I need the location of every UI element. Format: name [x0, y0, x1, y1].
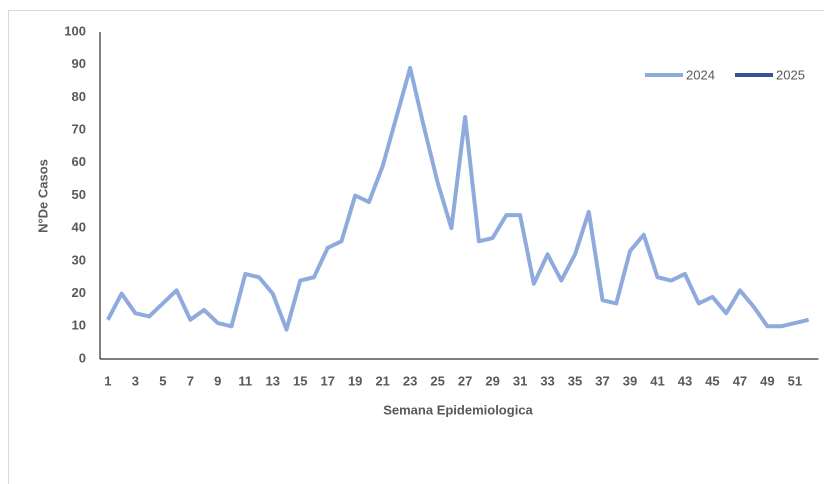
x-tick-label: 51 — [788, 373, 802, 388]
y-tick-label: 10 — [72, 318, 86, 333]
x-tick-label: 17 — [320, 373, 334, 388]
y-tick-label: 40 — [72, 220, 86, 235]
x-tick-label: 39 — [623, 373, 637, 388]
x-tick-label: 7 — [187, 373, 194, 388]
x-axis-label: Semana Epidemiologica — [383, 402, 533, 417]
x-tick-label: 27 — [458, 373, 472, 388]
y-tick-label: 60 — [72, 154, 86, 169]
x-tick-label: 29 — [485, 373, 499, 388]
x-tick-label: 31 — [513, 373, 527, 388]
y-tick-label: 50 — [72, 187, 86, 202]
y-axis-label: N°De Casos — [35, 159, 50, 233]
x-tick-label: 21 — [375, 373, 389, 388]
x-tick-label: 35 — [568, 373, 582, 388]
y-tick-label: 80 — [72, 89, 86, 104]
y-tick-label: 70 — [72, 122, 86, 137]
x-tick-label: 37 — [595, 373, 609, 388]
x-tick-label: 43 — [678, 373, 692, 388]
x-tick-label: 41 — [650, 373, 664, 388]
series-line — [106, 65, 810, 332]
y-tick-label: 100 — [64, 23, 86, 38]
x-tick-label: 49 — [760, 373, 774, 388]
x-tick-label: 11 — [238, 373, 252, 388]
x-tick-label: 15 — [293, 373, 307, 388]
x-tick-label: 13 — [266, 373, 280, 388]
x-tick-label: 19 — [348, 373, 362, 388]
x-tick-label: 25 — [430, 373, 444, 388]
x-tick-label: 47 — [733, 373, 747, 388]
x-tick-label: 9 — [214, 373, 221, 388]
y-tick-label: 20 — [72, 285, 86, 300]
x-tick-label: 33 — [540, 373, 554, 388]
y-tick-label: 30 — [72, 252, 86, 267]
legend-label: 2024 — [686, 67, 715, 82]
chart-border — [8, 10, 824, 484]
x-tick-label: 5 — [159, 373, 166, 388]
x-tick-label: 1 — [104, 373, 111, 388]
x-tick-label: 3 — [132, 373, 139, 388]
x-tick-label: 45 — [705, 373, 719, 388]
x-tick-label: 23 — [403, 373, 417, 388]
legend-label: 2025 — [776, 67, 805, 82]
y-tick-label: 0 — [79, 350, 86, 365]
y-tick-label: 90 — [72, 56, 86, 71]
